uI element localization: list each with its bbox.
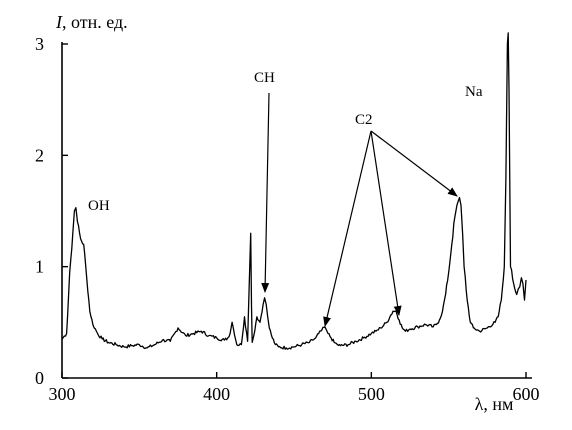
y-tick-label: 1 [35, 257, 44, 277]
y-axis-title: I, отн. ед. [55, 12, 128, 32]
annotation-label-oh: OH [88, 198, 110, 214]
y-tick-label: 0 [35, 368, 44, 388]
annotation-label-na: Na [465, 84, 483, 100]
c2-arrow-516 [370, 130, 402, 316]
annotation-label-c2: C2 [355, 112, 373, 128]
x-tick-label: 600 [513, 384, 540, 404]
c2-arrow-557 [370, 130, 458, 197]
y-axis-symbol: I [55, 12, 63, 32]
x-tick-label: 300 [49, 384, 76, 404]
y-tick-label: 2 [35, 145, 44, 165]
c2-arrow-470 [323, 130, 372, 327]
annotations: OH CH C2 Na [88, 70, 483, 327]
axes [61, 42, 532, 379]
x-tick-label: 500 [358, 384, 385, 404]
y-axis-unit: , отн. ед. [62, 12, 128, 32]
spectrum-line [61, 32, 527, 350]
x-tick-label: 400 [203, 384, 230, 404]
x-axis-title: λ, нм [475, 394, 514, 414]
ch-arrow [261, 92, 270, 293]
ticks: 300 400 500 600 0 1 2 3 [35, 34, 540, 404]
y-tick-label: 3 [35, 34, 44, 54]
annotation-label-ch: CH [254, 70, 275, 86]
